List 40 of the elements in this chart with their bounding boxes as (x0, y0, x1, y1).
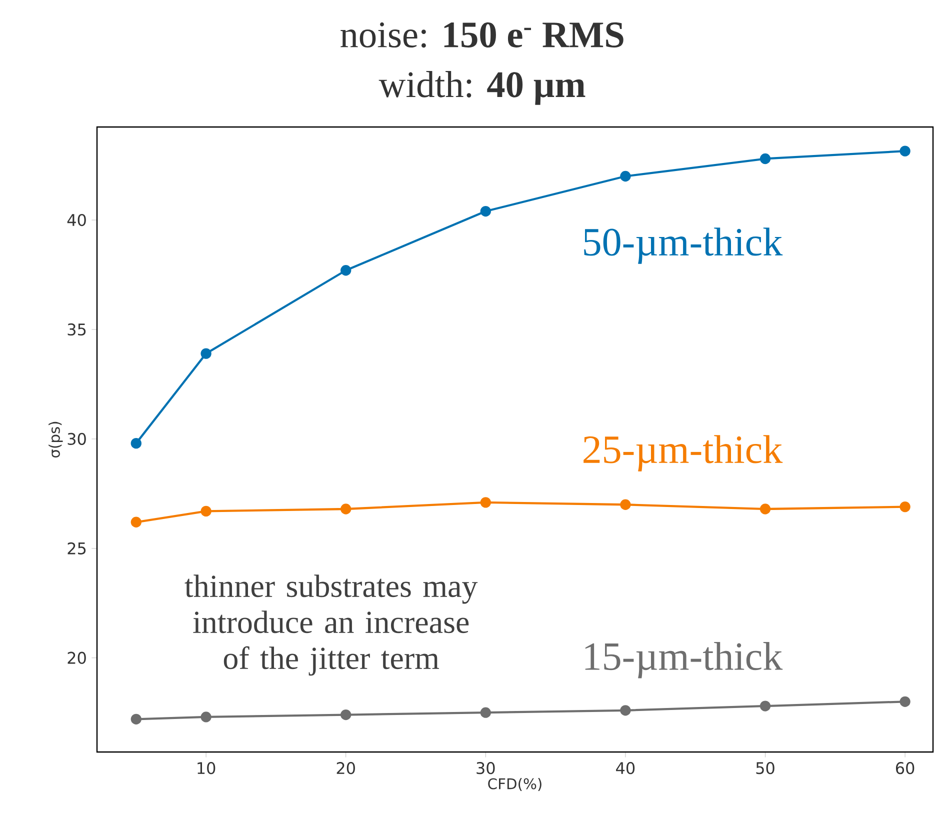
x-tick-label: 40 (616, 762, 635, 774)
point (480, 206, 491, 217)
point (900, 501, 910, 512)
point (340, 709, 352, 720)
series-label: 15-µm-thick (585, 642, 783, 678)
point (200, 348, 212, 359)
annotation: thinner substrates may introduce an increase of the jitter term (184, 574, 478, 676)
x-tick-label: 30 (476, 762, 495, 774)
point (620, 170, 631, 182)
point (900, 696, 910, 707)
y-axis-title: σ(ps) (48, 422, 63, 458)
x-tick-label: 50 (756, 762, 774, 774)
x-tick-label: 20 (336, 762, 355, 774)
point (130, 516, 142, 528)
y-tick-label: 25 (68, 542, 86, 554)
y-tick-label: 20 (68, 652, 86, 664)
point (620, 499, 631, 510)
point (760, 153, 771, 164)
point (200, 712, 212, 722)
point (130, 714, 142, 724)
point (480, 497, 491, 508)
point (340, 265, 352, 276)
point (130, 438, 142, 449)
point (760, 504, 771, 514)
y-tick-label: 40 (67, 214, 86, 226)
y-tick-label: 35 (68, 323, 86, 336)
y-tick-label: 30 (68, 432, 86, 445)
x-axis-title: CFD(%) (488, 778, 542, 792)
point (900, 146, 910, 156)
point (620, 705, 631, 716)
chart-subtitle: width: 40 µm (378, 71, 586, 105)
series-label: 50-µm-thick (584, 228, 783, 264)
x-tick-label: 10 (198, 762, 216, 774)
point (200, 506, 212, 517)
point (340, 504, 352, 514)
series-label: 25-µm-thick (584, 435, 783, 472)
chart-title: noise: 150 e$^{-}$ RMS (340, 22, 624, 48)
x-tick-label: 60 (896, 762, 914, 774)
point (480, 707, 491, 718)
point (760, 700, 771, 712)
